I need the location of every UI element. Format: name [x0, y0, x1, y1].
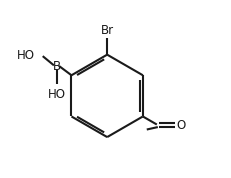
Text: B: B: [53, 60, 61, 73]
Text: HO: HO: [16, 49, 34, 62]
Text: HO: HO: [48, 88, 66, 101]
Text: Br: Br: [100, 24, 113, 37]
Text: O: O: [176, 119, 185, 132]
